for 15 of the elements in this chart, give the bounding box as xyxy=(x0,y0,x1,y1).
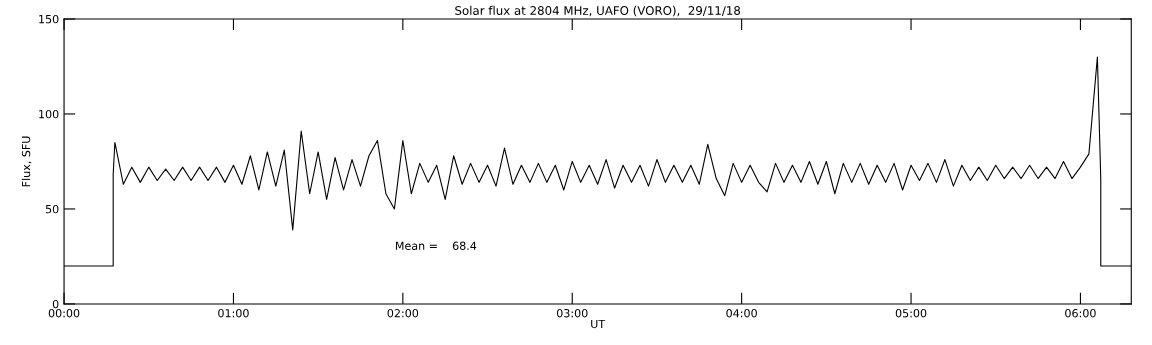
x-tick-label: 04:00 xyxy=(726,309,757,318)
y-axis-title: Flux, SFU xyxy=(21,136,32,187)
y-tick-label: 0 xyxy=(52,299,59,309)
x-tick-label: 00:00 xyxy=(48,309,80,318)
annotation: Mean = 68.4 xyxy=(395,241,477,250)
x-tick-label: 01:00 xyxy=(218,309,249,318)
chart-title: Solar flux at 2804 MHz, UAFO (VORO), 29/11/18 xyxy=(455,5,741,17)
x-tick-label: 05:00 xyxy=(895,309,927,318)
x-tick-label: 06:00 xyxy=(1065,309,1096,318)
x-tick-label: 03:00 xyxy=(556,309,588,318)
y-tick-label: 150 xyxy=(39,14,59,24)
x-axis-title: UT xyxy=(591,319,606,329)
y-tick-label: 100 xyxy=(39,109,59,119)
y-tick-label: 50 xyxy=(45,204,59,214)
x-tick-label: 02:00 xyxy=(387,309,419,318)
